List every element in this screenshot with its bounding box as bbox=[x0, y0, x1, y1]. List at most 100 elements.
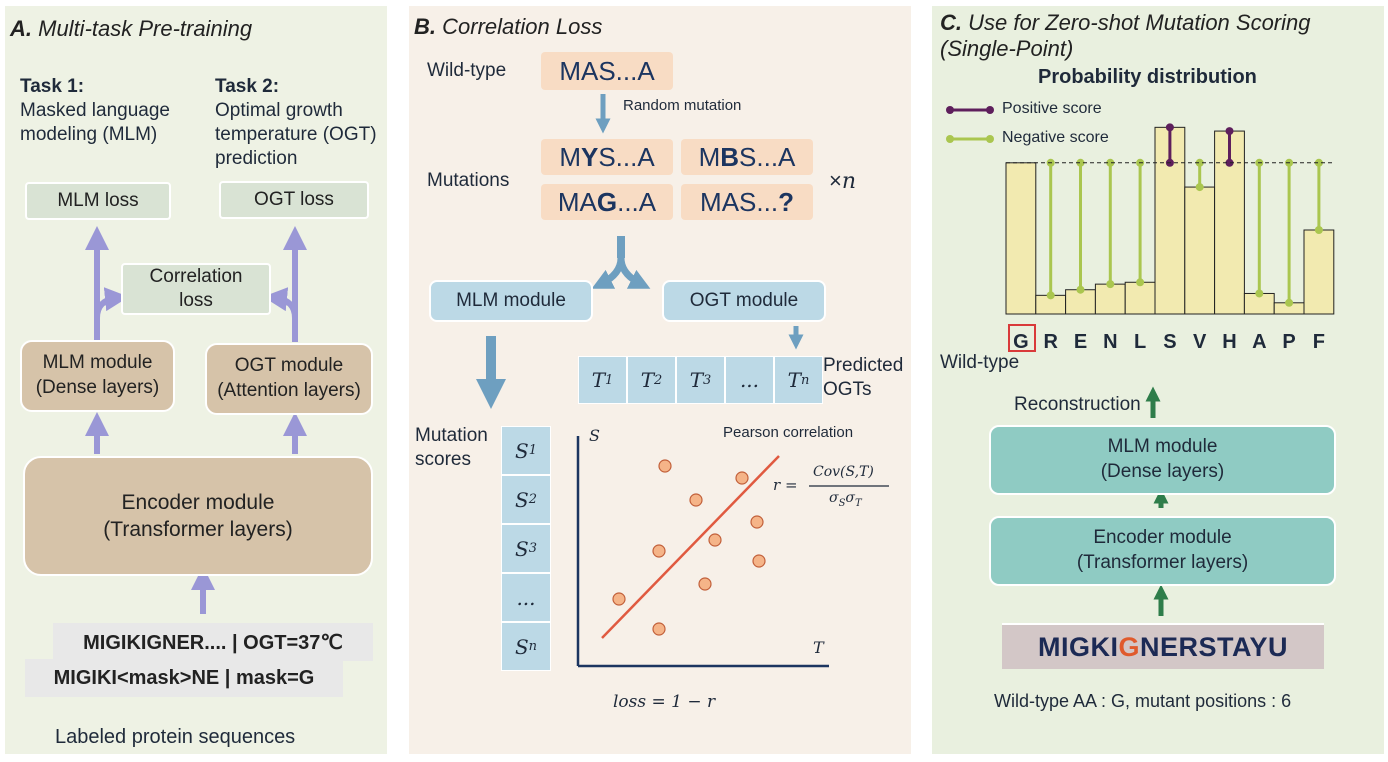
mlm-module-box-c: MLM module (Dense layers) bbox=[989, 425, 1336, 495]
scatter-point bbox=[652, 622, 666, 636]
r-numerator: Cov(S,T) bbox=[813, 464, 874, 480]
scatter-point bbox=[689, 493, 703, 507]
wildtype-label-c: Wild-type bbox=[940, 352, 1020, 373]
t-cell-4-base: ... bbox=[739, 368, 760, 392]
s-cell-2-base: S bbox=[515, 487, 529, 512]
times-sign: × bbox=[829, 168, 842, 193]
positive-stem-dot-H bbox=[1225, 127, 1234, 136]
panel-a-arrows bbox=[85, 226, 307, 614]
amino-acid-label-E: E bbox=[1073, 331, 1088, 353]
mlm-module-c-line2: (Dense layers) bbox=[1100, 461, 1225, 482]
mut2-b: B bbox=[720, 141, 740, 172]
reconstruction-label: Reconstruction bbox=[1014, 394, 1141, 415]
t-cell-4: ... bbox=[725, 356, 774, 404]
mutations-label: Mutations bbox=[427, 170, 510, 191]
times-n-var: n bbox=[841, 169, 857, 194]
legend-positive-dot bbox=[986, 106, 994, 114]
t-cell-2-base: T bbox=[640, 368, 655, 392]
negative-stem-dot-N bbox=[1106, 158, 1115, 167]
panel-a-letter: A. bbox=[10, 16, 32, 41]
seq-mutant-letter: G bbox=[1118, 631, 1140, 662]
panel-c-title-line1: Use for Zero-shot Mutation Scoring bbox=[968, 10, 1311, 35]
panel-b-title-text: Correlation Loss bbox=[442, 14, 603, 39]
amino-acid-label-A: A bbox=[1252, 331, 1267, 353]
mut3-a: MA bbox=[557, 186, 597, 217]
negative-stem-dot-E bbox=[1076, 158, 1085, 167]
arrow-mlm-to-corr bbox=[94, 287, 129, 319]
bar-N bbox=[1094, 283, 1126, 315]
input-sequence-c: MIGKI G NERSTAYU bbox=[1002, 623, 1324, 669]
scatter-point bbox=[735, 471, 749, 485]
task1-heading: Task 1: bbox=[20, 76, 85, 97]
positive-stem-dot-H bbox=[1225, 158, 1234, 167]
scatter-point bbox=[658, 459, 672, 473]
negative-stem-dot-E bbox=[1076, 285, 1085, 294]
amino-acid-label-R: R bbox=[1043, 331, 1058, 353]
mlm-module-line1: MLM module bbox=[42, 352, 153, 374]
mut3-c: ...A bbox=[617, 186, 657, 217]
scatter-point bbox=[752, 554, 766, 568]
amino-acid-label-N: N bbox=[1103, 331, 1118, 353]
t-cell-5-sub: n bbox=[800, 372, 810, 388]
mutation-seq-3: MA G ...A bbox=[541, 184, 673, 220]
ogt-loss-box: OGT loss bbox=[219, 181, 369, 219]
negative-stem-dot-A bbox=[1255, 289, 1264, 298]
scatter-point bbox=[698, 577, 712, 591]
predicted-line2: OGTs bbox=[823, 379, 872, 400]
correlation-loss-box: Correlation loss bbox=[121, 263, 271, 315]
amino-acid-label-G: G bbox=[1013, 331, 1029, 353]
task2-heading: Task 2: bbox=[215, 76, 280, 97]
correlation-loss-line1: Correlation bbox=[149, 266, 243, 288]
panel-b-title: B. Correlation Loss bbox=[414, 14, 602, 40]
scatter-x-label: T bbox=[813, 638, 824, 657]
encoder-module-box-c: Encoder module (Transformer layers) bbox=[989, 516, 1336, 586]
panel-b-arrows bbox=[476, 94, 889, 668]
task1-line1: Masked language bbox=[20, 100, 170, 121]
mlm-module-box-b: MLM module bbox=[429, 280, 593, 322]
ogt-module-box-b: OGT module bbox=[662, 280, 826, 322]
legend-negative-dot bbox=[946, 135, 954, 143]
wildtype-sequence: MAS...A bbox=[541, 52, 673, 90]
labeled-sequence-mask: MIGIKI<mask>NE | mask=G bbox=[25, 659, 343, 697]
panel-b-letter: B. bbox=[414, 14, 436, 39]
encoder-module-box: Encoder module (Transformer layers) bbox=[23, 456, 373, 576]
s-cell-5-base: S bbox=[514, 634, 529, 659]
panel-c-letter: C. bbox=[940, 10, 962, 35]
s-cell-1-sub: 1 bbox=[528, 443, 537, 458]
s-cell-2-sub: 2 bbox=[528, 492, 537, 507]
panel-a-title-text: Multi-task Pre-training bbox=[38, 16, 253, 41]
bar-L bbox=[1124, 281, 1156, 315]
times-n: ×n bbox=[829, 168, 856, 194]
predicted-ogts-label: Predicted OGTs bbox=[823, 354, 903, 402]
wildtype-label: Wild-type bbox=[427, 60, 507, 81]
t-cell-1-sub: 1 bbox=[605, 372, 614, 388]
wildtype-highlight-box bbox=[1008, 324, 1036, 352]
negative-stem-dot-V bbox=[1195, 183, 1204, 192]
mut1-a: M bbox=[559, 141, 581, 172]
s-cell-1-base: S bbox=[515, 438, 529, 463]
t-cell-5-base: T bbox=[787, 368, 801, 392]
bar-E bbox=[1065, 289, 1096, 315]
labeled-sequence-ogt: MIGIKIGNER.... | OGT=37℃ bbox=[53, 623, 373, 661]
legend-negative-label: Negative score bbox=[1002, 129, 1109, 146]
t-cell-1-base: T bbox=[591, 368, 606, 392]
mlm-loss-box: MLM loss bbox=[25, 182, 171, 220]
r-den-sigma2: σ bbox=[845, 490, 855, 506]
mlm-module-c-line1: MLM module bbox=[1107, 436, 1218, 458]
s-cell-4-base: ... bbox=[516, 585, 536, 610]
t-cell-3-base: T bbox=[689, 368, 704, 392]
r-den-sub2: T bbox=[854, 497, 862, 509]
arrow-split-right bbox=[617, 257, 651, 289]
amino-acid-label-P: P bbox=[1282, 331, 1296, 353]
amino-acid-label-V: V bbox=[1193, 331, 1207, 353]
mutation-seq-1: M Y S...A bbox=[541, 139, 673, 175]
encoder-module-line1: Encoder module bbox=[121, 490, 275, 514]
prob-dist-title: Probability distribution bbox=[1038, 66, 1257, 88]
s-cell-3-sub: 3 bbox=[528, 541, 537, 556]
ogt-module-box: OGT module (Attention layers) bbox=[205, 343, 373, 415]
